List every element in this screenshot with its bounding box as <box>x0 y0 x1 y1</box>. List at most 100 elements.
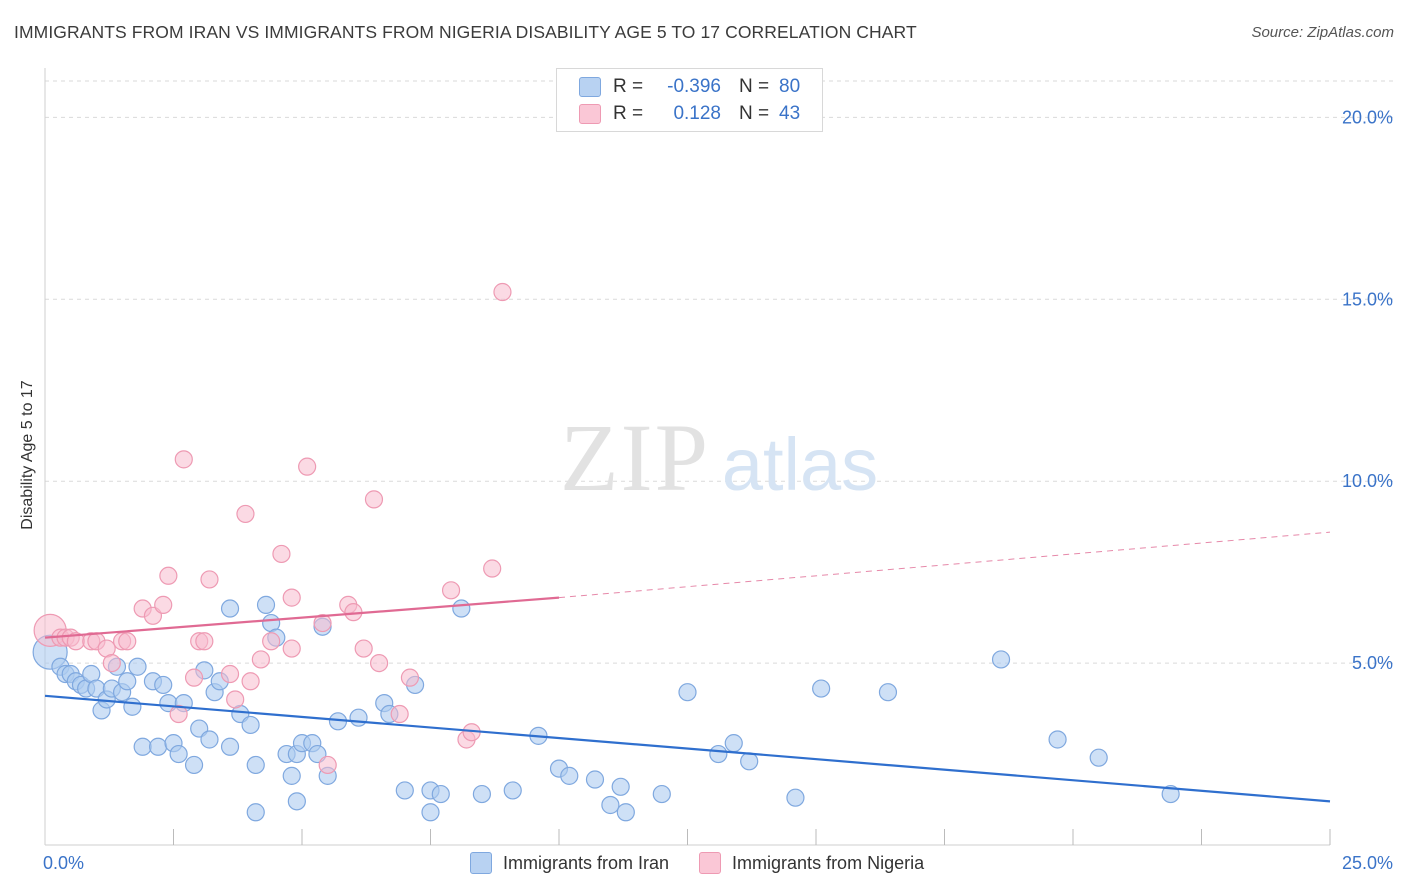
legend-row-iran: R = -0.396 N = 80 <box>579 74 800 100</box>
iran-point <box>560 766 579 785</box>
legend-item-iran[interactable]: Immigrants from Iran <box>470 852 669 874</box>
nigeria-point <box>226 690 245 709</box>
legend-label-iran: Immigrants from Iran <box>503 852 670 873</box>
nigeria-point <box>298 457 317 476</box>
iran-point <box>220 599 240 618</box>
nigeria-point <box>220 664 240 684</box>
nigeria-trend-line <box>44 596 560 639</box>
iran-point <box>184 755 204 775</box>
correlation-legend: R = -0.396 N = 80 R = 0.128 N = 43 <box>556 68 823 132</box>
series-legend: Immigrants from Iran Immigrants from Nig… <box>470 852 954 874</box>
iran-point <box>200 730 219 749</box>
iran-point <box>452 599 471 618</box>
iran-point <box>724 734 743 753</box>
tick-labels: 5.0% 10.0% 15.0% 20.0% 0.0% 25.0% <box>43 107 1393 873</box>
y-tick-label: 10.0% <box>1342 471 1393 491</box>
iran-point <box>148 737 168 756</box>
iran-point <box>678 683 697 702</box>
legend-n-value: 43 <box>779 103 801 124</box>
iran-point <box>256 595 276 614</box>
legend-r-label: R = <box>613 76 644 97</box>
legend-r-value: -0.396 <box>667 76 721 97</box>
iran-point <box>472 784 491 804</box>
legend-n-value: 80 <box>779 76 801 97</box>
iran-point <box>287 792 306 811</box>
y-tick-label: 15.0% <box>1342 289 1393 309</box>
nigeria-point <box>102 653 121 673</box>
nigeria-point <box>184 668 204 687</box>
iran-point <box>246 755 265 775</box>
legend-row-nigeria: R = 0.128 N = 43 <box>579 101 800 127</box>
iran-point <box>991 650 1011 669</box>
watermark-atlas: atlas <box>722 423 878 506</box>
nigeria-point <box>493 282 512 302</box>
iran-point <box>1048 730 1067 749</box>
nigeria-point <box>364 490 384 509</box>
iran-point <box>395 781 414 800</box>
nigeria-point <box>400 668 420 687</box>
axes <box>44 68 1331 846</box>
iran-point <box>503 781 522 800</box>
iran-point <box>611 777 630 796</box>
nigeria-point <box>159 566 178 585</box>
iran-point <box>282 766 301 785</box>
iran-point <box>601 795 620 815</box>
y-tick-label: 20.0% <box>1342 107 1393 127</box>
nigeria-point <box>118 632 137 651</box>
nigeria-point <box>195 632 214 651</box>
iran-point <box>128 657 147 676</box>
iran-point <box>740 752 759 771</box>
iran-point <box>431 784 450 804</box>
iran-point <box>585 770 605 789</box>
y-tick-label: 5.0% <box>1352 653 1393 673</box>
iran-point <box>421 803 440 822</box>
iran-point <box>709 744 728 764</box>
iran-point <box>241 715 260 735</box>
iran-point <box>133 737 152 756</box>
nigeria-point <box>441 581 461 600</box>
nigeria-point <box>390 704 409 724</box>
nigeria-point <box>483 559 502 578</box>
iran-point <box>812 679 831 698</box>
nigeria-point <box>318 755 337 775</box>
x-tick-label: 0.0% <box>43 853 84 873</box>
iran-point <box>1089 748 1108 767</box>
legend-r-label: R = <box>613 103 644 124</box>
iran-point <box>652 784 671 804</box>
series-iran-points <box>32 595 1180 822</box>
nigeria-point <box>313 613 332 633</box>
legend-swatch-nigeria <box>579 104 601 124</box>
nigeria-point <box>154 595 173 614</box>
nigeria-point <box>370 653 389 673</box>
nigeria-point <box>251 650 270 669</box>
iran-point <box>169 744 188 764</box>
iran-point <box>118 672 137 691</box>
legend-item-nigeria[interactable]: Immigrants from Nigeria <box>699 852 924 874</box>
iran-point <box>878 683 898 702</box>
iran-point <box>123 697 142 716</box>
trend-lines <box>44 531 1331 803</box>
iran-point <box>246 803 265 822</box>
iran-trend-line <box>44 694 1331 803</box>
nigeria-point <box>282 639 301 658</box>
nigeria-point <box>200 570 219 589</box>
legend-swatch-iran <box>579 77 601 97</box>
legend-n-label: N = <box>739 76 770 97</box>
nigeria-point <box>174 450 193 469</box>
chart-title: IMMIGRANTS FROM IRAN VS IMMIGRANTS FROM … <box>14 22 917 42</box>
nigeria-point <box>169 704 188 724</box>
legend-label-nigeria: Immigrants from Nigeria <box>732 852 925 873</box>
iran-point <box>786 788 805 807</box>
nigeria-point <box>236 504 255 524</box>
iran-point <box>220 737 240 756</box>
iran-point <box>1161 784 1180 804</box>
source-note: Source: ZipAtlas.com <box>1251 24 1394 41</box>
legend-n-label: N = <box>739 103 770 124</box>
iran-point <box>349 708 368 727</box>
nigeria-point <box>262 632 281 651</box>
x-tick-label: 25.0% <box>1342 853 1393 873</box>
legend-swatch-nigeria <box>699 852 722 874</box>
nigeria-point <box>241 672 260 691</box>
nigeria-trend-extension <box>558 531 1331 599</box>
